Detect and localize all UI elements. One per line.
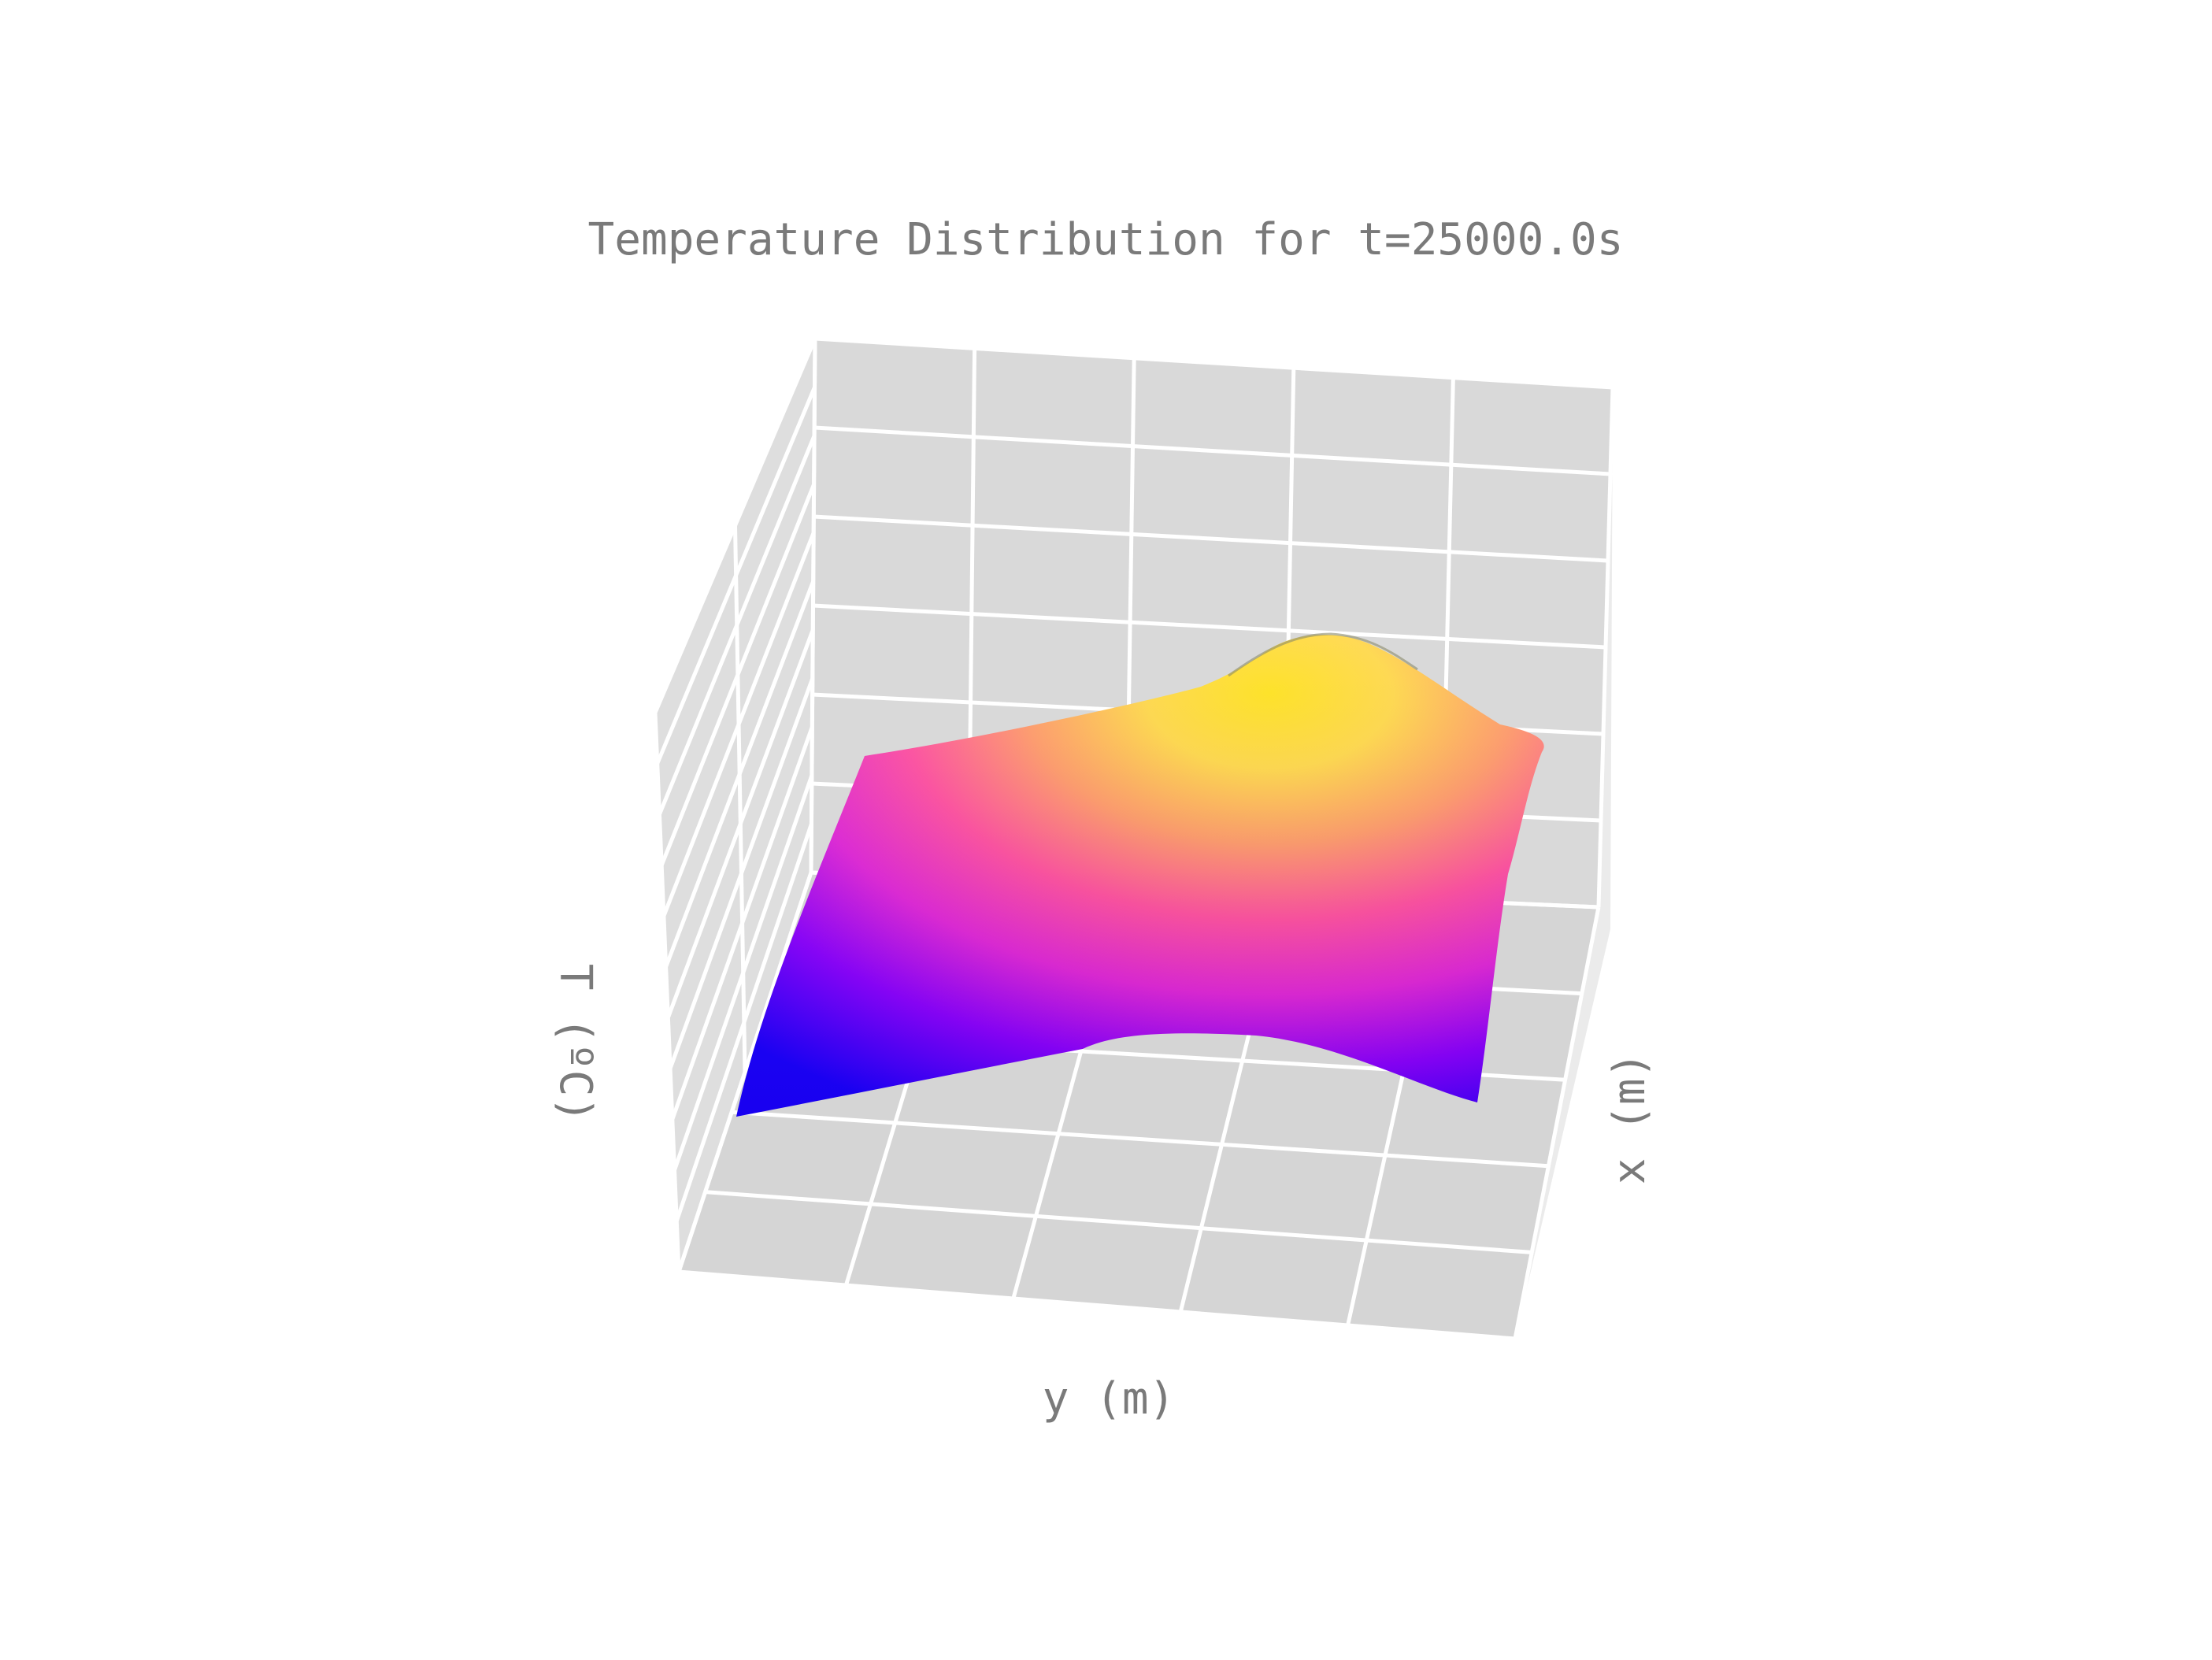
left-pane-gridline: [733, 525, 747, 1073]
x-axis-label: x (m): [1604, 1052, 1655, 1185]
left-pane-gridline: [670, 726, 814, 1121]
surface-peak-edge: [1228, 632, 1418, 677]
left-pane-gridline: [661, 532, 816, 917]
left-pane-gridline: [809, 338, 817, 873]
floor-pane-gridline: [1513, 906, 1601, 1339]
left-pane-gridline: [653, 712, 681, 1273]
left-pane-gridline: [666, 628, 815, 1019]
left-pane-gridline: [668, 677, 815, 1069]
floor-pane-gridline: [678, 1269, 1516, 1341]
floor-pane-gridline: [732, 1110, 1549, 1169]
surface-shading: [736, 634, 1544, 1117]
left-pane-gridline: [664, 580, 816, 968]
left-pane-gridline: [659, 483, 816, 866]
back-pane-gridline: [813, 603, 1606, 650]
left-pane-gridline: [672, 774, 814, 1171]
chart-title: Temperature Distribution for t=25000.0s: [588, 214, 1624, 265]
floor-pane-gridline: [705, 1190, 1532, 1254]
left-pane: [655, 339, 815, 1272]
floor-pane-gridline: [676, 872, 813, 1273]
back-pane-gridline: [814, 425, 1611, 476]
z-axis-label: T (ºC): [550, 964, 601, 1123]
back-pane-gridline: [814, 336, 1614, 390]
left-pane-gridline: [653, 338, 817, 713]
left-pane-gridline: [655, 386, 817, 765]
left-pane-gridline: [674, 823, 813, 1222]
back-pane-gridline: [813, 514, 1609, 563]
left-pane-gridline: [658, 435, 817, 816]
y-axis-label: y (m): [1043, 1373, 1176, 1425]
